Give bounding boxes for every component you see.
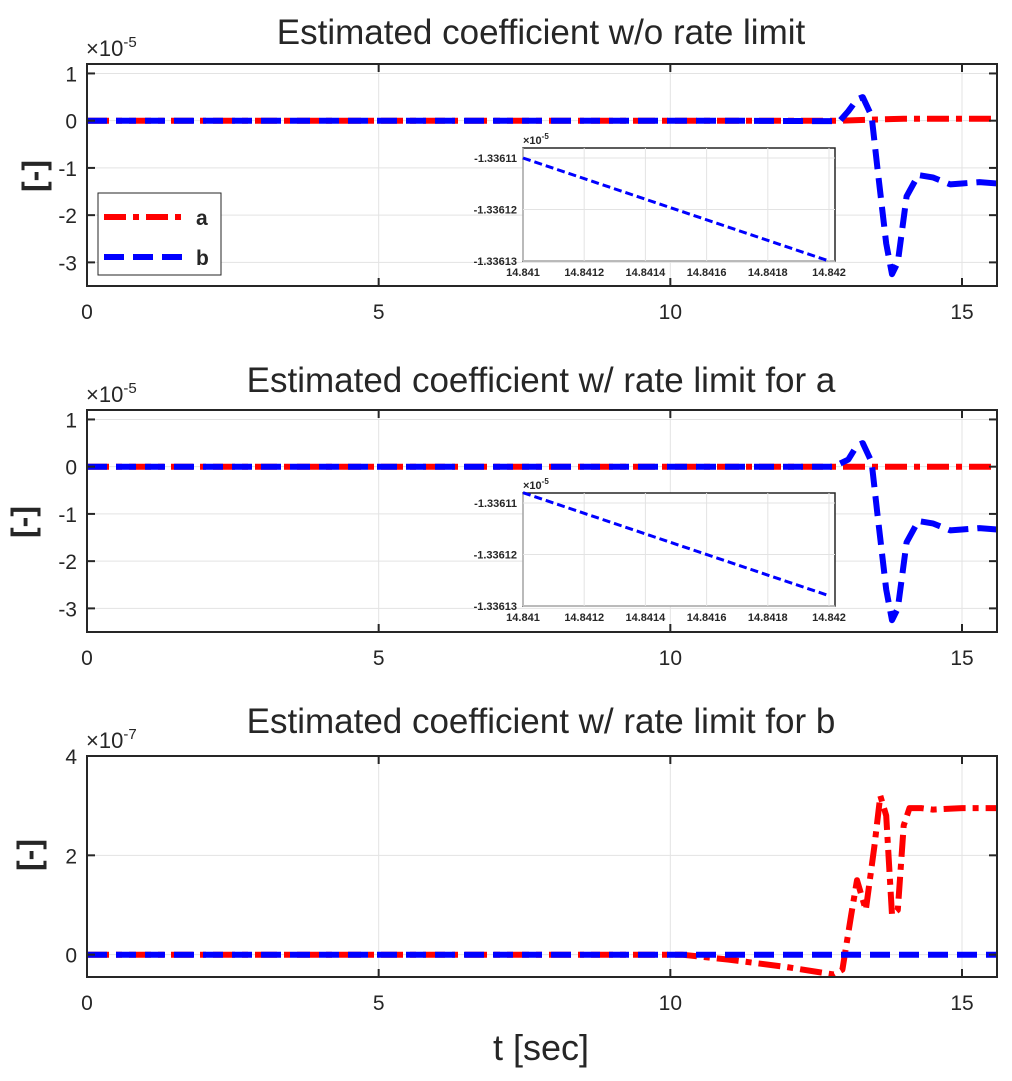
y-tick-label: -1	[58, 504, 77, 527]
x-tick-label: 0	[81, 992, 93, 1015]
subplot-2-lines	[87, 440, 998, 624]
inset-x-tick-label: 14.8412	[564, 612, 604, 624]
inset-x-tick-label: 14.8414	[626, 267, 667, 279]
x-axis-label: t [sec]	[493, 1027, 589, 1068]
x-tick-label: 10	[659, 992, 682, 1015]
subplot-2-ylabel: [-]	[5, 506, 41, 538]
x-tick-label: 5	[373, 647, 385, 670]
legend-label-b: b	[196, 247, 209, 270]
legend-label-a: a	[196, 207, 208, 230]
x-tick-label: 10	[659, 301, 682, 324]
inset-x-tick-label: 14.8418	[748, 267, 788, 279]
inset-y-tick-label: -1.33612	[474, 550, 517, 562]
subplot-2-exponent: ×10-5	[86, 380, 137, 407]
x-tick-label: 0	[81, 647, 93, 670]
inset-exponent: ×10-5	[523, 132, 549, 147]
subplot-3: Estimated coefficient w/ rate limit for …	[11, 702, 998, 1015]
y-tick-label: -2	[58, 551, 77, 574]
inset-axes-box	[522, 147, 836, 262]
y-tick-label: 0	[65, 457, 77, 480]
series-line-a	[87, 792, 997, 978]
subplot-1-lines	[87, 94, 998, 278]
x-tick-label: 5	[373, 301, 385, 324]
inset-series-line-b	[522, 156, 830, 263]
legend: a b	[97, 192, 222, 276]
y-tick-label: 1	[65, 409, 77, 432]
inset-x-tick-label: 14.8412	[564, 267, 604, 279]
x-tick-label: 10	[659, 647, 682, 670]
legend-box	[97, 192, 222, 276]
inset-x-tick-label: 14.8414	[626, 612, 667, 624]
series-line-b	[87, 94, 998, 278]
inset-y-tick-label: -1.33611	[474, 498, 517, 510]
y-tick-label: -3	[58, 598, 77, 621]
subplot-3-exponent: ×10-7	[86, 726, 137, 753]
subplot-1-exponent: ×10-5	[86, 34, 137, 61]
subplot-3-title: Estimated coefficient w/ rate limit for …	[247, 702, 836, 741]
y-tick-label: -1	[58, 158, 77, 181]
y-tick-label: 1	[65, 63, 77, 86]
x-tick-label: 5	[373, 992, 385, 1015]
inset-x-tick-label: 14.8416	[687, 267, 727, 279]
y-tick-label: 0	[65, 111, 77, 134]
y-tick-label: -3	[58, 252, 77, 275]
inset-x-tick-label: 14.8418	[748, 612, 788, 624]
subplot-1-inset: 14.841 14.8412 14.8414 14.8416 14.8418 14.842…	[474, 132, 846, 279]
y-tick-label: 4	[65, 746, 77, 769]
subplot-2-inset: 14.841 14.8412 14.8414 14.8416 14.8418 14.842…	[474, 477, 846, 624]
inset-y-tick-label: -1.33613	[474, 256, 517, 268]
inset-x-tick-label: 14.842	[812, 612, 846, 624]
inset-y-tick-label: -1.33613	[474, 601, 517, 613]
inset-y-tick-label: -1.33612	[474, 205, 517, 217]
subplot-1-title: Estimated coefficient w/o rate limit	[277, 13, 806, 52]
y-tick-label: 2	[65, 845, 77, 868]
series-line-b	[87, 440, 998, 624]
x-tick-label: 0	[81, 301, 93, 324]
series-line-a	[87, 115, 997, 124]
inset-y-tick-label: -1.33611	[474, 153, 517, 165]
subplot-3-ticks: 0 5 10 15 4 2 0	[65, 746, 997, 1015]
subplot-1: Estimated coefficient w/o rate limit ×10…	[16, 13, 998, 324]
subplot-2-title: Estimated coefficient w/ rate limit for …	[247, 361, 836, 400]
subplot-3-axes-box	[86, 755, 998, 978]
subplot-1-axes-box	[86, 63, 998, 287]
x-tick-label: 15	[950, 301, 973, 324]
inset-series-line-b	[522, 491, 830, 598]
inset-x-tick-label: 14.841	[506, 267, 540, 279]
subplot-3-ylabel: [-]	[11, 839, 47, 871]
x-tick-label: 15	[950, 647, 973, 670]
y-tick-label: 0	[65, 945, 77, 968]
inset-x-tick-label: 14.8416	[687, 612, 727, 624]
x-tick-label: 15	[950, 992, 973, 1015]
subplot-3-grid	[86, 755, 997, 977]
inset-exponent: ×10-5	[523, 477, 549, 492]
inset-x-tick-label: 14.842	[812, 267, 846, 279]
subplot-2: Estimated coefficient w/ rate limit for …	[5, 361, 998, 670]
y-tick-label: -2	[58, 205, 77, 228]
subplot-2-axes-box	[86, 409, 998, 633]
inset-x-tick-label: 14.841	[506, 612, 540, 624]
subplot-1-ylabel: [-]	[16, 160, 52, 192]
inset-axes-box	[522, 492, 836, 607]
subplot-3-lines	[87, 792, 997, 978]
